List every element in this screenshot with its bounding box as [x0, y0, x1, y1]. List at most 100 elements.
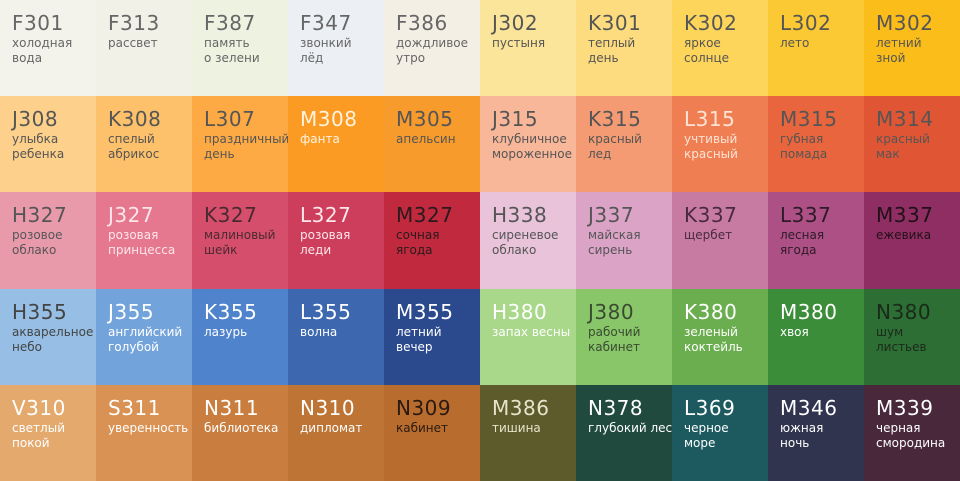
color-code: K337: [684, 203, 738, 227]
color-swatch: J308 улыбка ребенка: [0, 96, 96, 192]
color-code: H355: [12, 300, 68, 324]
color-swatch: L315 учтивый красный: [672, 96, 768, 192]
color-name: губная: [780, 132, 824, 146]
color-name: лесная: [780, 228, 825, 242]
color-name: кабинет: [588, 340, 641, 354]
color-name: утро: [396, 51, 426, 65]
color-swatch: J337 майская сирень: [576, 192, 672, 289]
color-code: J302: [492, 11, 539, 35]
color-name: шейк: [204, 243, 238, 257]
color-swatch: N380 шум листьев: [864, 289, 960, 385]
color-swatch: M339 черная смородина: [864, 385, 960, 481]
color-code: J380: [588, 300, 635, 324]
color-name: ежевика: [876, 228, 932, 242]
color-name: о зелени: [204, 51, 260, 65]
color-name: покой: [12, 436, 50, 450]
color-name: мак: [876, 147, 900, 161]
color-swatch: K308 спелый абрикос: [96, 96, 192, 192]
color-swatch: K380 зеленый коктейль: [672, 289, 768, 385]
color-swatch: K337 щербет: [672, 192, 768, 289]
color-code: F301: [12, 11, 64, 35]
color-swatch: L302 лето: [768, 0, 864, 96]
color-code: L302: [780, 11, 832, 35]
color-name: лёд: [300, 51, 324, 65]
color-code: V310: [12, 396, 66, 420]
color-name: красный: [876, 132, 930, 146]
color-code: L307: [204, 107, 256, 131]
color-code: L355: [300, 300, 352, 324]
color-code: J355: [108, 300, 155, 324]
color-name: лето: [780, 36, 810, 50]
color-code: N311: [204, 396, 260, 420]
color-swatch: F301 холодная вода: [0, 0, 96, 96]
color-name: красный: [684, 147, 738, 161]
color-name: праздничный: [204, 132, 288, 146]
color-swatch: L369 черное море: [672, 385, 768, 481]
color-code: K380: [684, 300, 738, 324]
color-code: K302: [684, 11, 738, 35]
color-swatch: M355 летний вечер: [384, 289, 480, 385]
color-name: смородина: [876, 436, 946, 450]
color-name: библиотека: [204, 421, 279, 435]
color-code: K301: [588, 11, 642, 35]
color-name: волна: [300, 325, 338, 339]
color-name: холодная: [12, 36, 73, 50]
color-code: L369: [684, 396, 736, 420]
color-swatch: M386 тишина: [480, 385, 576, 481]
color-code: L315: [684, 107, 736, 131]
color-name: красный: [588, 132, 642, 146]
color-code: J315: [492, 107, 539, 131]
color-name: улыбка: [12, 132, 59, 146]
color-name: фанта: [300, 132, 340, 146]
color-name: звонкий: [300, 36, 352, 50]
color-name: зной: [876, 51, 906, 65]
color-name: щербет: [684, 228, 733, 242]
color-code: H380: [492, 300, 548, 324]
color-name: абрикос: [108, 147, 160, 161]
color-name: дождливое: [396, 36, 469, 50]
color-name: южная: [780, 421, 824, 435]
color-name: апельсин: [396, 132, 456, 146]
color-name: черная: [876, 421, 921, 435]
color-code: M314: [876, 107, 934, 131]
color-name: мороженное: [492, 147, 572, 161]
color-name: летний: [876, 36, 922, 50]
color-name: вечер: [396, 340, 433, 354]
color-swatch: K302 яркое солнце: [672, 0, 768, 96]
color-name: небо: [12, 340, 42, 354]
color-swatch: K355 лазурь: [192, 289, 288, 385]
color-swatch: F386 дождливое утро: [384, 0, 480, 96]
color-swatch: K315 красный лед: [576, 96, 672, 192]
color-swatch: M302 летний зной: [864, 0, 960, 96]
color-code: S311: [108, 396, 161, 420]
color-swatch: M337 ежевика: [864, 192, 960, 289]
color-code: K308: [108, 107, 162, 131]
color-code: F313: [108, 11, 160, 35]
color-swatch: M315 губная помада: [768, 96, 864, 192]
color-code: M302: [876, 11, 934, 35]
color-name: вода: [12, 51, 43, 65]
color-name: сирень: [588, 243, 633, 257]
color-swatch: F387 память о зелени: [192, 0, 288, 96]
color-name: облако: [492, 243, 537, 257]
color-name: запах весны: [492, 325, 571, 339]
color-name: море: [684, 436, 716, 450]
color-swatch: M314 красный мак: [864, 96, 960, 192]
color-code: H327: [12, 203, 68, 227]
color-name: майская: [588, 228, 641, 242]
color-code: F347: [300, 11, 352, 35]
color-code: J327: [108, 203, 155, 227]
color-code: F386: [396, 11, 448, 35]
color-name: английский: [108, 325, 183, 339]
color-swatch: K327 малиновый шейк: [192, 192, 288, 289]
color-name: ягода: [780, 243, 817, 257]
color-name: помада: [780, 147, 828, 161]
color-swatch: H327 розовое облако: [0, 192, 96, 289]
color-swatch: F313 рассвет: [96, 0, 192, 96]
color-code: K315: [588, 107, 642, 131]
color-name: облако: [12, 243, 57, 257]
color-swatch: J315 клубничное мороженное: [480, 96, 576, 192]
color-code: J337: [588, 203, 635, 227]
color-code: M339: [876, 396, 934, 420]
color-swatch: L327 розовая леди: [288, 192, 384, 289]
